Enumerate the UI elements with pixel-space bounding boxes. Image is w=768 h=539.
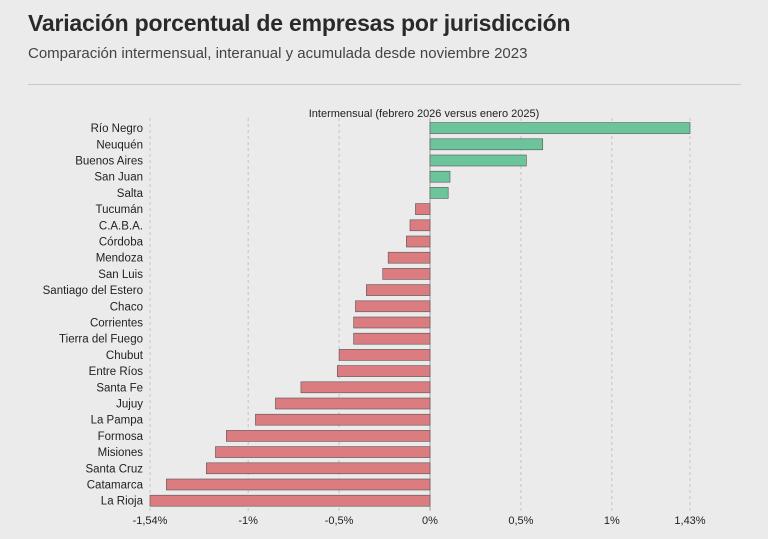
bar: [206, 462, 431, 475]
bar: [226, 430, 431, 442]
x-tick-label: -0,5%: [325, 515, 354, 527]
bar: [387, 251, 431, 264]
x-tick-label: 1%: [604, 515, 620, 527]
category-labels: Río Negro Neuquén Buenos Aires San Juan Salt…: [43, 123, 144, 508]
bar: [409, 219, 431, 232]
category-label: Corrientes: [90, 318, 143, 330]
bar: [275, 397, 431, 410]
x-tick-label: -1,54%: [133, 515, 168, 527]
category-label: La Rioja: [101, 496, 144, 508]
category-label: Entre Ríos: [89, 366, 144, 378]
bar: [366, 284, 431, 296]
bar: [336, 365, 431, 377]
header-divider: [28, 84, 741, 85]
category-label: C.A.B.A.: [99, 220, 143, 232]
bars: [149, 122, 691, 507]
category-label: Buenos Aires: [75, 156, 143, 168]
gridlines: [149, 118, 691, 511]
x-tick-label: 0%: [422, 515, 438, 527]
chart-title: Variación porcentual de empresas por jur…: [28, 10, 571, 36]
bar: [415, 203, 431, 215]
chart-header: Variación porcentual de empresas por jur…: [28, 8, 743, 64]
bar: [406, 235, 431, 248]
bar: [429, 170, 451, 183]
category-label: Santiago del Estero: [43, 285, 143, 297]
x-tick-label: -1%: [238, 515, 258, 527]
bar: [215, 446, 431, 458]
x-tick-label: 0,5%: [508, 515, 533, 527]
category-label: San Juan: [94, 172, 143, 184]
bar: [255, 413, 431, 426]
category-label: Chaco: [110, 301, 143, 313]
category-label: Córdoba: [99, 237, 144, 249]
bar: [429, 187, 449, 199]
x-tick-label: 1,43%: [674, 515, 705, 527]
category-label: Salta: [117, 188, 144, 200]
category-label: Santa Cruz: [85, 463, 143, 475]
bar: [300, 381, 431, 394]
bar: [429, 122, 691, 134]
category-label: Formosa: [98, 431, 144, 443]
category-label: Neuquén: [96, 139, 143, 151]
category-label: Chubut: [106, 350, 144, 362]
bar: [149, 494, 431, 507]
bar: [382, 268, 431, 280]
category-label: La Pampa: [91, 415, 144, 427]
category-label: Catamarca: [87, 480, 144, 492]
chart-subtitle: Comparación intermensual, interanual y a…: [28, 45, 528, 62]
bar: [429, 138, 544, 151]
category-label: Santa Fe: [96, 382, 143, 394]
bar: [338, 349, 431, 361]
category-label: Tucumán: [95, 204, 143, 216]
x-tick-labels: -1,54% -1% -0,5% 0% 0,5% 1% 1,43%: [133, 515, 706, 527]
category-label: Misiones: [98, 447, 144, 459]
category-label: Tierra del Fuego: [59, 334, 143, 346]
bar: [166, 478, 431, 491]
category-label: Mendoza: [96, 253, 144, 265]
bar: [353, 316, 431, 329]
bar: [353, 332, 431, 345]
category-label: Río Negro: [91, 123, 143, 135]
category-label: San Luis: [98, 269, 143, 281]
category-label: Jujuy: [116, 399, 143, 411]
bar: [429, 154, 527, 167]
bar: [355, 300, 431, 313]
panel-title: Intermensual (febrero 2026 versus enero …: [309, 108, 540, 120]
